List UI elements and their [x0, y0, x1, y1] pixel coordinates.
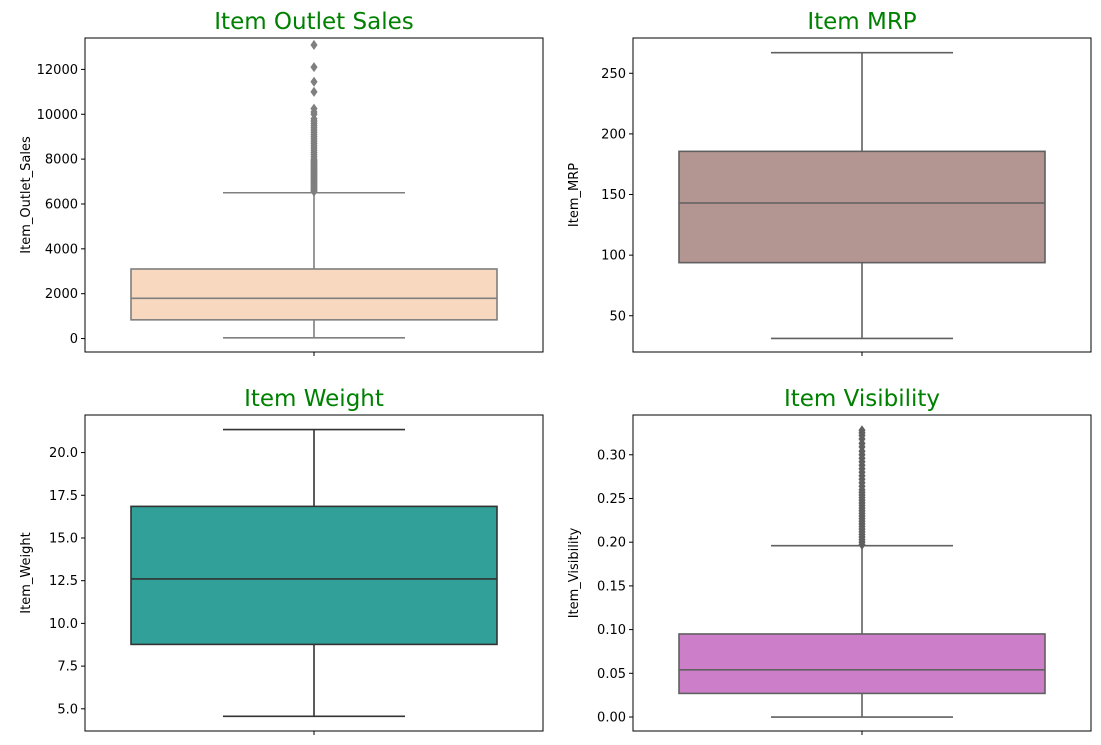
- y-axis-label: Item_Visibility: [567, 527, 582, 618]
- y-axis-label: Item_MRP: [567, 163, 582, 227]
- outlier-point: [310, 39, 318, 50]
- outlier-point: [310, 103, 318, 114]
- y-tick-label: 0.00: [597, 711, 626, 726]
- y-tick-label: 0.30: [597, 448, 626, 463]
- iqr-box: [130, 268, 498, 321]
- y-tick-label: 250: [601, 67, 626, 82]
- y-tick-label: 200: [601, 127, 626, 142]
- outlier-point: [310, 62, 318, 73]
- y-tick-label: 20.0: [49, 446, 78, 461]
- y-tick-label: 0.15: [597, 579, 626, 594]
- y-tick-label: 0.05: [597, 667, 626, 682]
- y-tick-label: 10.0: [49, 617, 78, 632]
- y-tick-label: 0.25: [597, 492, 626, 507]
- subplot-1: Item Outlet Sales Item_Outlet_Sales 0 2000 4…: [19, 9, 544, 356]
- y-tick-label: 7.5: [57, 660, 78, 675]
- subplot-4: Item Visibility Item_Visibility 0.00 0.05 0.…: [567, 386, 1092, 735]
- outlier-point: [310, 86, 318, 97]
- y-tick-label: 8000: [45, 153, 78, 168]
- iqr-box: [678, 633, 1046, 695]
- outlier-point: [858, 425, 866, 436]
- y-tick-label: 0: [70, 332, 78, 347]
- y-tick-label: 6000: [45, 197, 78, 212]
- y-tick-label: 0.10: [597, 623, 626, 638]
- y-tick-label: 100: [601, 249, 626, 264]
- y-tick-label: 50: [609, 309, 626, 324]
- y-tick-label: 17.5: [49, 489, 78, 504]
- y-tick-label: 12000: [37, 63, 78, 78]
- y-tick-label: 5.0: [57, 702, 78, 717]
- y-tick-label: 2000: [45, 287, 78, 302]
- y-tick-label: 10000: [37, 108, 78, 123]
- subplot-3: Item Weight Item_Weight 5.0 7.5 10.0 12.5 15.0…: [19, 386, 544, 735]
- y-tick-label: 0.20: [597, 536, 626, 551]
- iqr-box: [130, 505, 498, 646]
- y-tick-label: 4000: [45, 242, 78, 257]
- chart-title: Item Visibility: [784, 386, 940, 412]
- y-axis-label: Item_Weight: [19, 532, 34, 613]
- chart-title: Item Weight: [244, 386, 384, 412]
- outlier-point: [310, 76, 318, 87]
- iqr-box: [678, 150, 1046, 264]
- chart-title: Item MRP: [807, 9, 916, 35]
- subplot-2: Item MRP Item_MRP 50 100 150 200 250: [567, 9, 1092, 356]
- y-axis-label: Item_Outlet_Sales: [19, 136, 34, 254]
- y-tick-label: 12.5: [49, 574, 78, 589]
- y-tick-label: 15.0: [49, 531, 78, 546]
- y-tick-label: 150: [601, 188, 626, 203]
- chart-title: Item Outlet Sales: [214, 9, 413, 35]
